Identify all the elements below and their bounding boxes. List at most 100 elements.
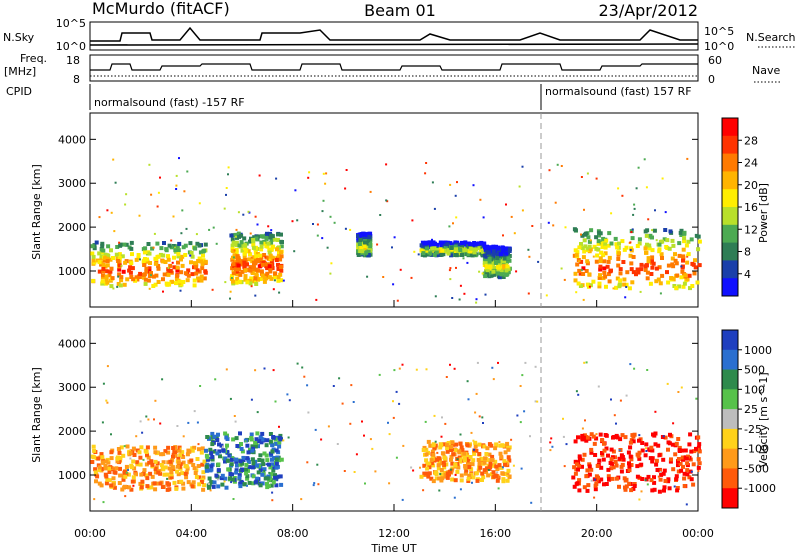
velocity-noise-cell: [593, 496, 596, 499]
power-noise-cell: [329, 272, 332, 275]
power-echo-cell: [491, 265, 496, 270]
power-echo-cell: [91, 254, 96, 259]
power-colorbar-swatch: [722, 189, 738, 208]
power-echo-cell: [201, 253, 205, 258]
velocity-noise-cell: [352, 401, 355, 403]
power-echo-cell: [151, 284, 156, 288]
velocity-noise-cell: [659, 470, 662, 473]
power-echo-cell: [279, 254, 284, 259]
power-echo-cell: [499, 268, 504, 273]
velocity-echo-cell: [453, 478, 458, 483]
velocity-echo-cell: [229, 462, 234, 467]
velocity-noise-cell: [361, 420, 363, 423]
power-echo-cell: [235, 276, 240, 281]
power-noise-cell: [521, 209, 524, 212]
velocity-echo-cell: [137, 450, 142, 455]
velocity-noise-cell: [398, 402, 401, 405]
power-echo-cell: [104, 274, 109, 279]
velocity-echo-cell: [455, 469, 460, 474]
velocity-echo-cell: [490, 454, 495, 459]
power-noise-cell: [417, 253, 420, 256]
power-echo-cell: [356, 236, 361, 241]
velocity-echo-cell: [450, 466, 455, 471]
velocity-echo-cell: [505, 478, 510, 483]
velocity-echo-cell: [629, 488, 634, 493]
velocity-noise-cell: [506, 475, 509, 478]
power-echo-cell: [645, 242, 649, 247]
velocity-echo-cell: [586, 483, 591, 488]
velocity-noise-cell: [123, 445, 126, 448]
power-noise-cell: [231, 270, 234, 273]
velocity-echo-cell: [611, 465, 616, 470]
velocity-echo-cell: [573, 471, 578, 476]
power-echo-cell: [176, 252, 181, 257]
velocity-echo-cell: [256, 444, 260, 449]
power-echo-cell: [605, 264, 610, 269]
power-echo-cell: [117, 263, 122, 268]
velocity-echo-cell: [682, 471, 687, 476]
power-echo-cell: [624, 245, 629, 250]
velocity-echo-cell: [617, 484, 621, 489]
velocity-echo-cell: [426, 439, 431, 444]
velocity-echo-cell: [223, 476, 228, 481]
power-echo-cell: [697, 263, 702, 268]
power-echo-cell: [263, 261, 267, 266]
velocity-noise-cell: [439, 473, 442, 475]
velocity-noise-cell: [595, 433, 598, 436]
power-noise-cell: [410, 276, 413, 279]
power-echo-cell: [366, 232, 371, 237]
velocity-echo-cell: [478, 465, 483, 470]
power-noise-cell: [278, 291, 281, 294]
power-echo-cell: [124, 242, 129, 247]
power-echo-cell: [150, 246, 155, 251]
power-noise-cell: [254, 215, 257, 218]
power-echo-cell: [100, 281, 105, 286]
power-noise-cell: [167, 266, 170, 269]
power-noise-cell: [385, 163, 388, 166]
power-echo-cell: [141, 272, 146, 277]
velocity-echo-cell: [577, 456, 582, 461]
velocity-echo-cell: [487, 452, 492, 457]
power-echo-cell: [654, 279, 659, 284]
nsearch-label: N.Search: [746, 31, 796, 44]
velocity-noise-cell: [246, 484, 248, 487]
power-noise-cell: [661, 177, 664, 180]
velocity-echo-cell: [483, 456, 488, 461]
velocity-echo-cell: [249, 432, 254, 437]
power-echo-cell: [486, 250, 491, 255]
power-echo-cell: [252, 260, 256, 265]
velocity-echo-cell: [130, 479, 135, 484]
power-echo-cell: [130, 266, 135, 271]
velocity-echo-cell: [503, 450, 508, 455]
power-echo-cell: [682, 231, 687, 236]
velocity-echo-cell: [637, 438, 641, 443]
velocity-noise-cell: [349, 422, 352, 425]
velocity-noise-cell: [287, 436, 290, 439]
velocity-noise-cell: [498, 441, 501, 443]
velocity-echo-cell: [607, 477, 611, 482]
velocity-echo-cell: [153, 487, 158, 492]
velocity-echo-cell: [651, 432, 655, 437]
velocity-echo-cell: [153, 450, 158, 455]
velocity-noise-cell: [374, 470, 377, 473]
power-noise-cell: [537, 260, 540, 263]
velocity-echo-cell: [244, 462, 249, 467]
nave-tick-bottom: 0: [708, 73, 715, 86]
velocity-echo-cell: [491, 470, 496, 475]
power-echo-cell: [250, 271, 255, 275]
power-echo-cell: [176, 254, 181, 259]
velocity-ytick-label: 3000: [58, 381, 86, 394]
power-echo-cell: [269, 233, 274, 238]
velocity-echo-cell: [484, 466, 489, 471]
power-noise-cell: [112, 158, 115, 161]
velocity-echo-cell: [500, 471, 505, 476]
velocity-echo-cell: [662, 488, 666, 493]
power-echo-cell: [463, 242, 468, 247]
power-echo-cell: [493, 260, 498, 265]
power-echo-cell: [154, 257, 159, 261]
velocity-echo-cell: [495, 478, 500, 483]
velocity-echo-cell: [620, 455, 625, 459]
power-echo-cell: [104, 277, 109, 282]
power-noise-cell: [118, 241, 121, 244]
